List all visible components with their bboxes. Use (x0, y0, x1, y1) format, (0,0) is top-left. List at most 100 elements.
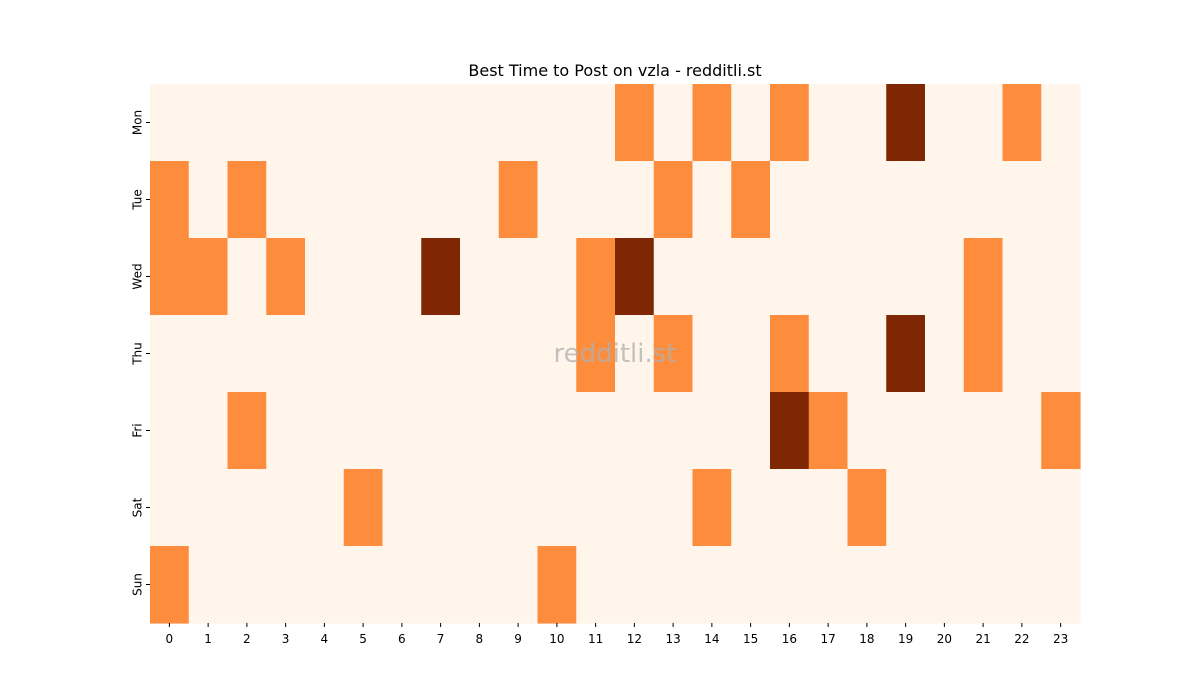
heatmap-cell (808, 546, 849, 624)
heatmap-cell (305, 315, 345, 393)
y-tick-label: Mon (131, 110, 145, 135)
heatmap-cell (150, 315, 190, 393)
heatmap-cell (925, 469, 965, 547)
y-axis: Mon Tue Wed Thu Fri Sat Sun (131, 110, 150, 596)
heatmap-cell (770, 392, 810, 470)
heatmap-cell (847, 392, 887, 470)
heatmap-cell (615, 84, 655, 162)
heatmap-cell (266, 84, 306, 162)
chart-title: Best Time to Post on vzla - redditli.st (468, 61, 761, 80)
heatmap-cell (808, 84, 849, 162)
x-tick-label: 16 (782, 632, 797, 646)
heatmap-cell (188, 392, 229, 470)
x-tick-label: 5 (359, 632, 367, 646)
heatmap-cell (731, 469, 771, 547)
heatmap-cell (808, 238, 849, 316)
heatmap-cell (1041, 315, 1081, 393)
heatmap-cell (227, 392, 267, 470)
heatmap-cell (770, 469, 810, 547)
heatmap-cell (537, 315, 577, 393)
heatmap-cell (343, 238, 384, 316)
y-tick-label: Thu (131, 342, 145, 366)
heatmap-cell (227, 84, 267, 162)
heatmap-cell (808, 469, 849, 547)
heatmap-cell (1002, 392, 1042, 470)
heatmap-cell (1041, 392, 1081, 470)
heatmap-cell (963, 469, 1004, 547)
heatmap-cell (615, 161, 655, 239)
heatmap-cell (847, 546, 887, 624)
heatmap-cell (1002, 315, 1042, 393)
heatmap-cell (421, 238, 461, 316)
x-tick-label: 2 (243, 632, 251, 646)
x-tick-label: 19 (898, 632, 913, 646)
heatmap-cell (188, 469, 229, 547)
heatmap-cell (266, 315, 306, 393)
heatmap-cell (150, 546, 190, 624)
heatmap-cell (498, 546, 539, 624)
heatmap-cell (692, 238, 732, 316)
y-tick-label: Sun (131, 573, 145, 596)
x-tick-label: 12 (627, 632, 642, 646)
heatmap-cell (266, 546, 306, 624)
heatmap-cell (925, 84, 965, 162)
heatmap-cell (653, 238, 694, 316)
heatmap-cell (227, 469, 267, 547)
x-tick-label: 10 (549, 632, 564, 646)
heatmap-cell (305, 469, 345, 547)
heatmap-cell (382, 546, 422, 624)
heatmap-cell (653, 161, 694, 239)
y-tick-label: Tue (131, 189, 145, 211)
heatmap-cell (925, 315, 965, 393)
heatmap-cell (731, 315, 771, 393)
heatmap-cell (305, 392, 345, 470)
heatmap-cell (421, 546, 461, 624)
heatmap-cell (731, 84, 771, 162)
heatmap-cell (963, 546, 1004, 624)
heatmap-cell (188, 315, 229, 393)
heatmap-cell (886, 315, 926, 393)
heatmap-cell (963, 315, 1004, 393)
x-tick-label: 18 (859, 632, 874, 646)
heatmap-cell (266, 238, 306, 316)
heatmap-cell (886, 392, 926, 470)
heatmap-cell (886, 161, 926, 239)
heatmap-cell (343, 315, 384, 393)
heatmap-cell (498, 84, 539, 162)
x-tick-label: 4 (321, 632, 329, 646)
heatmap-cell (692, 161, 732, 239)
heatmap-cell (615, 315, 655, 393)
heatmap-cell (188, 84, 229, 162)
heatmap-cell (886, 238, 926, 316)
heatmap-cell (227, 161, 267, 239)
heatmap-cell (421, 469, 461, 547)
heatmap-cell (343, 392, 384, 470)
heatmap-cell (305, 161, 345, 239)
heatmap-cell (925, 238, 965, 316)
watermark-text: redditli.st (554, 339, 677, 369)
heatmap-cell (460, 238, 500, 316)
heatmap-cell (963, 392, 1004, 470)
heatmap-cell (925, 161, 965, 239)
heatmap-cell (963, 238, 1004, 316)
heatmap-cell (770, 546, 810, 624)
x-tick-label: 15 (743, 632, 758, 646)
heatmap-cell (1002, 546, 1042, 624)
heatmap-cell (382, 84, 422, 162)
heatmap-cell (576, 546, 616, 624)
heatmap-cell (615, 238, 655, 316)
heatmap-cell (576, 315, 616, 393)
heatmap-cell (537, 238, 577, 316)
heatmap-cell (227, 315, 267, 393)
heatmap-cell (653, 392, 694, 470)
heatmap-cell (692, 315, 732, 393)
heatmap-cell (266, 161, 306, 239)
heatmap-cell (731, 161, 771, 239)
heatmap-cell (1041, 469, 1081, 547)
heatmap-cell (770, 84, 810, 162)
heatmap-cell (847, 238, 887, 316)
heatmap-cell (188, 161, 229, 239)
heatmap-cell (188, 546, 229, 624)
heatmap-cell (615, 546, 655, 624)
heatmap-cell (537, 469, 577, 547)
